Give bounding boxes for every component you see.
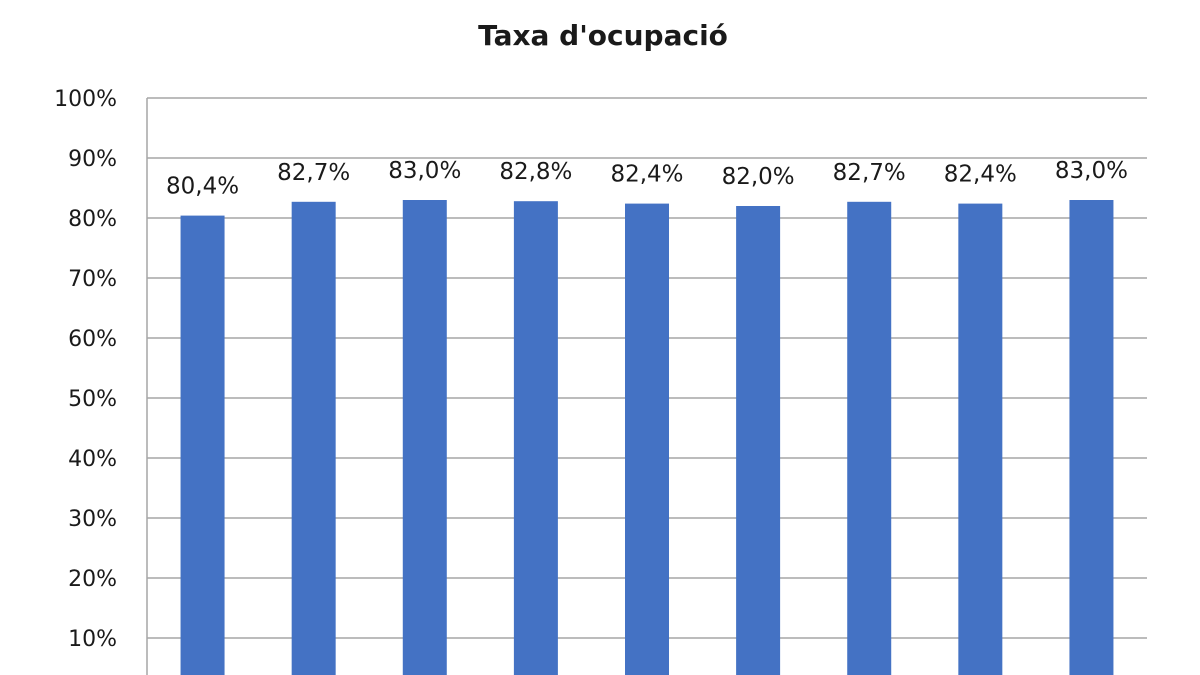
bar-6 (736, 206, 781, 675)
y-tick-label: 100% (54, 87, 117, 112)
bar-9 (1069, 200, 1114, 675)
bar-3 (402, 200, 447, 675)
y-tick-label: 50% (68, 387, 117, 412)
bar-1 (180, 215, 225, 675)
data-label-3: 83,0% (388, 158, 461, 184)
bar-2 (291, 201, 336, 675)
data-label-1: 80,4% (166, 174, 239, 200)
y-axis: 10% 20% 30% 40% 50% 60% 70% 80% 90% 100% (54, 87, 148, 675)
y-tick-label: 90% (68, 147, 117, 172)
bar-5 (625, 203, 669, 675)
y-tick-label: 30% (68, 507, 117, 532)
bar-7 (847, 201, 892, 675)
bar-4 (513, 201, 558, 675)
data-labels: 80,4% 82,7% 83,0% 82,8% 82,4% 82,0% 82,7% 82,4%… (166, 158, 1128, 200)
y-tick-label: 80% (68, 207, 117, 232)
data-label-5: 82,4% (610, 162, 683, 188)
bars (180, 200, 1114, 675)
data-label-7: 82,7% (833, 160, 906, 186)
data-label-2: 82,7% (277, 160, 350, 186)
data-label-6: 82,0% (722, 164, 795, 190)
data-label-4: 82,8% (499, 159, 572, 185)
y-tick-label: 20% (68, 567, 117, 592)
y-tick-label: 60% (68, 327, 117, 352)
y-tick-label: 10% (68, 627, 117, 652)
chart-title: Taxa d'ocupació (478, 19, 728, 52)
y-tick-label: 70% (68, 267, 117, 292)
data-label-8: 82,4% (944, 162, 1017, 188)
bar-8 (958, 203, 1003, 675)
y-tick-label: 40% (68, 447, 117, 472)
data-label-9: 83,0% (1055, 158, 1128, 184)
